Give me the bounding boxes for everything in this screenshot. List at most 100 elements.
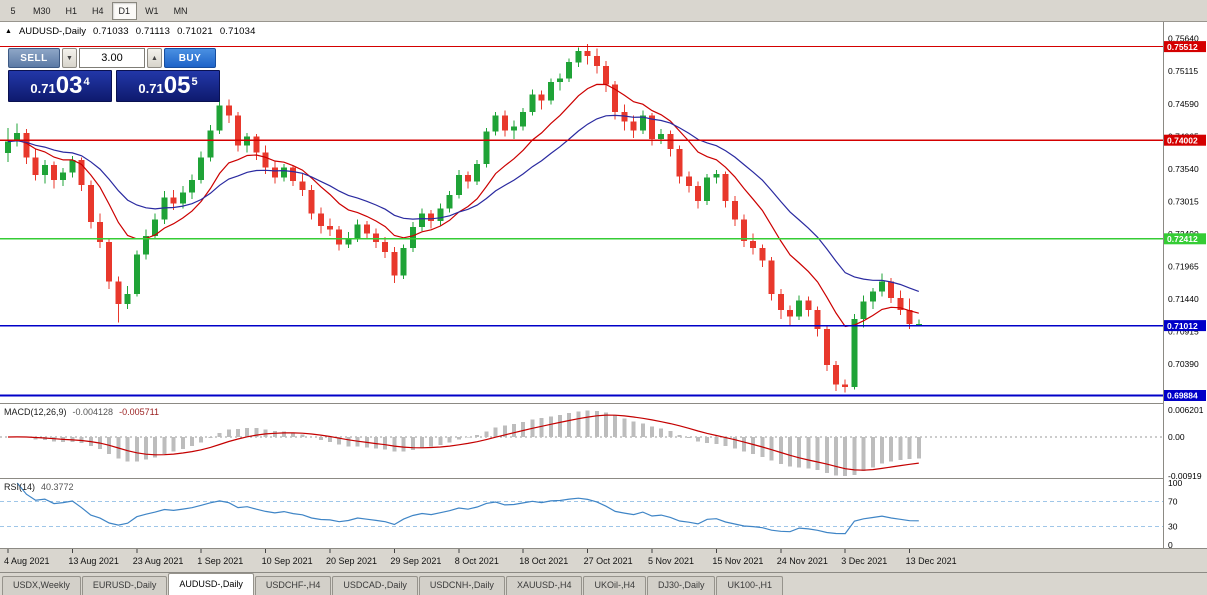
svg-text:0.73015: 0.73015 <box>1168 196 1199 206</box>
timeframe-m5-button[interactable]: 5 <box>1 2 25 20</box>
svg-text:0.75640: 0.75640 <box>1168 34 1199 44</box>
svg-text:0.70915: 0.70915 <box>1168 327 1199 337</box>
macd-histogram <box>15 410 921 476</box>
open-value: 0.71033 <box>92 26 129 37</box>
svg-text:27 Oct 2021: 27 Oct 2021 <box>584 556 633 566</box>
price-axis[interactable]: 0.756400.751150.745900.740650.735400.730… <box>1163 22 1207 550</box>
svg-text:0.75115: 0.75115 <box>1168 66 1198 76</box>
buy-price-prefix: 0.71 <box>138 81 164 96</box>
timeframe-h1-button[interactable]: H1 <box>59 2 85 20</box>
rsi-label: RSI(14) <box>4 482 36 492</box>
chart-tab-usdcad[interactable]: USDCAD-,Daily <box>332 576 418 595</box>
price-badge <box>1164 41 1206 53</box>
svg-text:20 Sep 2021: 20 Sep 2021 <box>326 556 377 566</box>
timeframe-h4-button[interactable]: H4 <box>85 2 111 20</box>
sell-price-prefix: 0.71 <box>30 81 56 96</box>
price-badge <box>1164 233 1206 245</box>
svg-text:23 Aug 2021: 23 Aug 2021 <box>133 556 184 566</box>
svg-text:0.75512: 0.75512 <box>1167 42 1198 52</box>
svg-text:13 Dec 2021: 13 Dec 2021 <box>906 556 957 566</box>
svg-text:70: 70 <box>1168 497 1178 507</box>
timeframe-toolbar: 5 M30 H1 H4 D1 W1 MN <box>0 0 1207 22</box>
svg-text:1 Sep 2021: 1 Sep 2021 <box>197 556 243 566</box>
svg-text:30: 30 <box>1168 521 1178 531</box>
svg-text:8 Oct 2021: 8 Oct 2021 <box>455 556 499 566</box>
macd-label: MACD(12,26,9) <box>4 407 67 417</box>
trade-controls-row: SELL ▼ ▲ BUY <box>8 48 220 68</box>
timeframe-mn-button[interactable]: MN <box>167 2 195 20</box>
buy-price-point: 5 <box>191 76 198 88</box>
time-axis[interactable]: 4 Aug 2021 13 Aug 2021 23 Aug 2021 1 Sep 20… <box>0 548 1207 573</box>
svg-text:0.72412: 0.72412 <box>1167 234 1198 244</box>
ma-slow-line <box>7 114 920 292</box>
trade-prices-row: 0.71 03 4 0.71 05 5 <box>8 70 220 102</box>
sell-price-display[interactable]: 0.71 03 4 <box>8 70 112 102</box>
chart-symbol-label: AUDUSD-,Daily <box>18 26 86 37</box>
low-value: 0.71021 <box>177 26 213 37</box>
chart-canvas[interactable]: 0.756400.751150.745900.740650.735400.730… <box>0 22 1207 572</box>
macd-header: MACD(12,26,9) -0.004128 -0.005711 <box>4 407 159 417</box>
chart-tab-xauusd[interactable]: XAUUSD-,H4 <box>505 576 583 595</box>
buy-price-display[interactable]: 0.71 05 5 <box>116 70 220 102</box>
svg-text:29 Sep 2021: 29 Sep 2021 <box>390 556 441 566</box>
svg-text:10 Sep 2021: 10 Sep 2021 <box>262 556 313 566</box>
timeframe-d1-button[interactable]: D1 <box>111 1 138 20</box>
svg-text:18 Oct 2021: 18 Oct 2021 <box>519 556 568 566</box>
svg-text:0.74590: 0.74590 <box>1168 99 1199 109</box>
macd-value: -0.004128 <box>72 407 114 417</box>
sell-button[interactable]: SELL <box>8 48 60 68</box>
rsi-value: 40.3772 <box>41 482 74 492</box>
svg-text:100: 100 <box>1168 478 1182 488</box>
lot-size-input[interactable] <box>79 48 145 68</box>
svg-text:0.70390: 0.70390 <box>1168 359 1199 369</box>
chevron-up-icon: ▲ <box>151 54 158 62</box>
chart-tab-usdchf[interactable]: USDCHF-,H4 <box>254 576 332 595</box>
svg-text:-0.00919: -0.00919 <box>1168 471 1202 481</box>
svg-text:0.69884: 0.69884 <box>1167 391 1198 401</box>
macd-signal-value: -0.005711 <box>119 407 159 417</box>
chart-tab-uk100[interactable]: UK100-,H1 <box>716 576 784 595</box>
svg-text:0.74002: 0.74002 <box>1167 135 1198 145</box>
timeframe-m30-button[interactable]: M30 <box>26 2 58 20</box>
svg-text:0.71965: 0.71965 <box>1168 262 1199 272</box>
price-badge <box>1164 320 1206 332</box>
chart-tab-usdcnh[interactable]: USDCNH-,Daily <box>418 576 505 595</box>
chart-tabs: USDX,Weekly EURUSD-,Daily AUDUSD-,Daily … <box>0 572 1207 595</box>
rsi-header: RSI(14) 40.3772 <box>4 482 74 492</box>
timeframe-w1-button[interactable]: W1 <box>138 2 166 20</box>
svg-text:5 Nov 2021: 5 Nov 2021 <box>648 556 694 566</box>
svg-text:0.006201: 0.006201 <box>1168 405 1204 415</box>
rsi-line <box>16 482 919 535</box>
chart-tab-audusd[interactable]: AUDUSD-,Daily <box>168 573 254 595</box>
svg-text:0.73540: 0.73540 <box>1168 164 1199 174</box>
price-badge <box>1164 390 1206 401</box>
collapse-panel-icon[interactable]: ▲ <box>5 28 12 35</box>
chart-area[interactable]: 0.756400.751150.745900.740650.735400.730… <box>0 22 1207 572</box>
svg-text:13 Aug 2021: 13 Aug 2021 <box>68 556 119 566</box>
close-value: 0.71034 <box>219 26 256 37</box>
svg-text:0: 0 <box>1168 540 1173 550</box>
svg-text:4 Aug 2021: 4 Aug 2021 <box>4 556 50 566</box>
sell-price-pips: 03 <box>55 72 83 99</box>
buy-button[interactable]: BUY <box>164 48 216 68</box>
svg-text:0.71440: 0.71440 <box>1168 294 1199 304</box>
macd-signal-line <box>7 414 919 471</box>
lot-decrease-button[interactable]: ▼ <box>62 48 77 68</box>
chart-tab-eurusd[interactable]: EURUSD-,Daily <box>81 576 168 595</box>
chart-tab-dj30[interactable]: DJ30-,Daily <box>646 576 716 595</box>
svg-text:3 Dec 2021: 3 Dec 2021 <box>841 556 887 566</box>
lot-increase-button[interactable]: ▲ <box>147 48 162 68</box>
chart-title: ▲ AUDUSD-,Daily 0.71033 0.71113 0.71021 … <box>5 26 256 37</box>
high-value: 0.71113 <box>135 26 171 37</box>
price-badge <box>1164 134 1206 146</box>
svg-text:24 Nov 2021: 24 Nov 2021 <box>777 556 828 566</box>
chart-tab-ukoil[interactable]: UKOil-,H4 <box>583 576 646 595</box>
sell-price-point: 4 <box>83 76 90 88</box>
ma-fast-line <box>7 83 919 328</box>
svg-text:0.00: 0.00 <box>1168 432 1185 442</box>
chart-tab-usdx[interactable]: USDX,Weekly <box>2 576 81 595</box>
buy-price-pips: 05 <box>163 72 191 99</box>
svg-text:0.71012: 0.71012 <box>1167 321 1198 331</box>
